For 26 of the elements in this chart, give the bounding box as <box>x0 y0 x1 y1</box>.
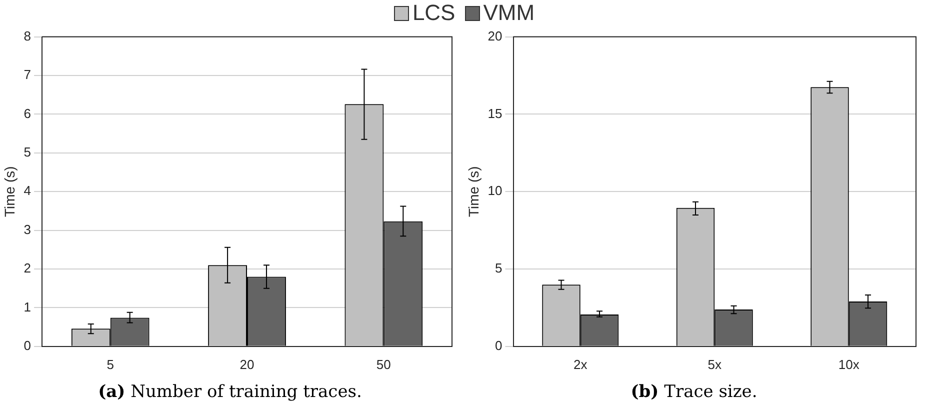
x-tick-label: 2x <box>574 356 588 372</box>
y-tick-label: 8 <box>24 28 32 44</box>
y-tick-label: 5 <box>24 144 32 160</box>
x-tick-label: 5x <box>708 356 722 372</box>
legend-label: VMM <box>482 0 535 26</box>
legend-label: LCS <box>411 0 456 26</box>
y-tick-label: 7 <box>24 67 32 82</box>
x-tick-label: 5 <box>106 356 114 372</box>
y-tick-label: 20 <box>488 28 502 44</box>
y-tick-label: 0 <box>24 338 32 353</box>
y-tick-label: 4 <box>24 183 32 198</box>
y-tick-label: 2 <box>24 260 32 276</box>
y-axis-title: Time (s) <box>465 166 482 218</box>
x-tick-label: 20 <box>240 356 254 372</box>
y-tick-label: 5 <box>495 260 502 276</box>
y-tick-label: 3 <box>24 222 32 237</box>
y-tick-label: 6 <box>24 106 32 121</box>
y-tick-label: 1 <box>24 299 32 314</box>
y-tick-label: 0 <box>495 338 502 353</box>
y-tick-label: 15 <box>488 106 502 121</box>
x-tick-label: 50 <box>376 356 391 372</box>
text: (b) Trace size. <box>630 382 758 402</box>
y-tick-label: 10 <box>488 183 502 198</box>
text: (a) Number of training traces. <box>97 382 363 402</box>
y-axis-title: Time (s) <box>1 166 18 218</box>
x-tick-label: 10x <box>838 356 860 372</box>
